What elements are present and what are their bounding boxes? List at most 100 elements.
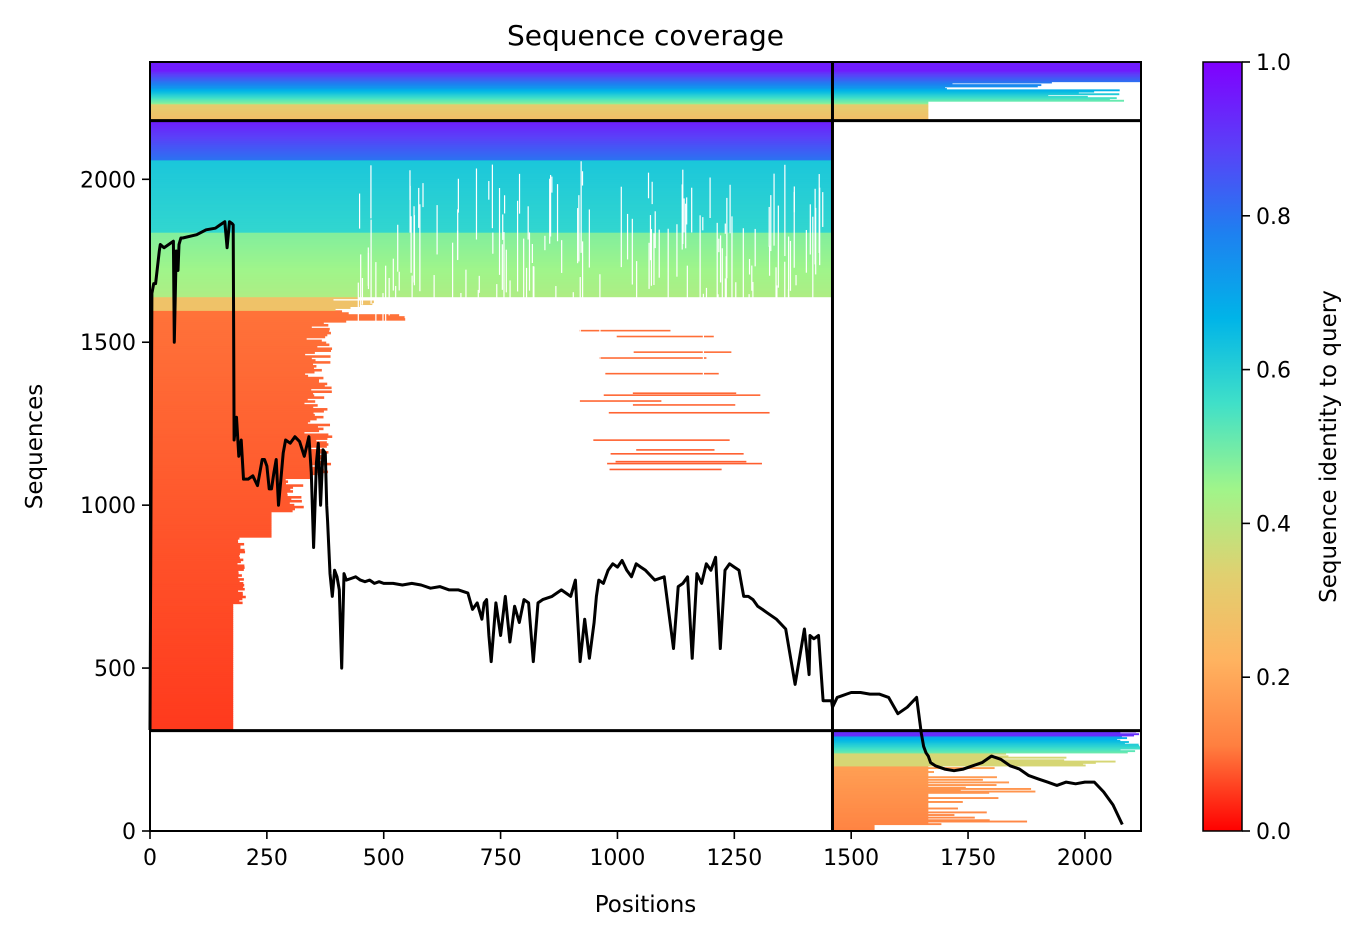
heatmap-row: [150, 280, 833, 284]
heatmap-row: [150, 689, 234, 693]
heatmap-row: [150, 337, 307, 341]
heatmap-row: [832, 738, 1118, 741]
heatmap-row: [832, 733, 1140, 736]
heatmap-row: [150, 253, 833, 257]
heatmap-row: [150, 335, 326, 339]
heatmap-row: [150, 496, 302, 499]
heatmap-row: [150, 68, 1141, 71]
heatmap-segment: [579, 400, 662, 402]
heatmap-row: [150, 146, 833, 149]
heatmap-gap: [549, 174, 552, 237]
heatmap-row: [150, 468, 324, 472]
heatmap-row: [150, 167, 833, 171]
heatmap-gap: [392, 258, 394, 291]
heatmap-gap: [478, 275, 480, 293]
heatmap-row: [150, 361, 331, 364]
heatmap-gap: [702, 293, 704, 380]
heatmap-row: [150, 525, 272, 528]
heatmap-row: [150, 683, 234, 687]
heatmap-row: [150, 90, 1095, 93]
heatmap-row: [150, 363, 314, 366]
heatmap-gap: [577, 208, 579, 264]
heatmap-row: [150, 392, 314, 395]
heatmap-row: [150, 585, 244, 589]
heatmap-row: [150, 155, 833, 159]
heatmap-row: [832, 764, 1086, 767]
heatmap-gap: [357, 282, 359, 376]
heatmap-row: [150, 519, 272, 523]
heatmap-row: [150, 327, 330, 331]
heatmap-row: [150, 724, 234, 728]
heatmap-row: [150, 699, 234, 702]
heatmap-row: [832, 786, 966, 789]
heatmap-row: [150, 701, 234, 704]
heatmap-row: [150, 722, 234, 726]
heatmap-row: [150, 509, 293, 513]
heatmap-row: [150, 406, 314, 409]
heatmap-row: [832, 778, 983, 781]
heatmap-row: [150, 368, 322, 372]
heatmap-gap: [492, 232, 494, 254]
heatmap-row: [150, 271, 833, 274]
heatmap-gap: [795, 275, 797, 286]
heatmap-gap: [523, 238, 525, 320]
heatmap-row: [832, 746, 1141, 749]
heatmap-row: [150, 94, 1049, 97]
heatmap-row: [832, 799, 929, 802]
heatmap-gap: [724, 278, 726, 337]
heatmap-row: [150, 76, 1141, 79]
heatmap-row: [150, 98, 1110, 101]
heatmap-row: [150, 423, 331, 427]
heatmap-row: [832, 772, 929, 775]
heatmap-row: [150, 73, 1141, 76]
heatmap-row: [150, 194, 833, 198]
heatmap-row: [150, 384, 325, 388]
heatmap-row: [150, 86, 946, 89]
heatmap-gap: [721, 248, 723, 340]
colorbar-label: Sequence identity to query: [1316, 290, 1342, 603]
heatmap-row: [832, 815, 929, 818]
heatmap-gap: [647, 172, 650, 199]
heatmap-gap: [650, 229, 652, 286]
heatmap-row: [150, 245, 833, 249]
heatmap-gap: [531, 243, 533, 263]
heatmap-row: [150, 521, 272, 524]
heatmap-row: [150, 75, 1141, 77]
x-axis: 0 250 500 750 1000 1250 1500 1750 2000: [143, 831, 1113, 871]
colorbar-tick-label: 1.0: [1256, 51, 1291, 76]
heatmap-row: [832, 811, 987, 814]
heatmap-row: [150, 67, 1141, 70]
heatmap-row: [150, 564, 245, 568]
heatmap-row: [150, 484, 304, 487]
heatmap-row: [150, 623, 234, 626]
heatmap-row: [150, 103, 929, 106]
heatmap-gap: [620, 186, 622, 268]
heatmap-row: [832, 769, 929, 772]
heatmap-gap: [599, 274, 601, 368]
heatmap-gap: [409, 170, 411, 200]
heatmap-gap: [805, 229, 807, 273]
heatmap-row: [150, 255, 833, 259]
heatmap-row: [150, 218, 833, 221]
heatmap-row: [832, 776, 997, 779]
heatmap-row: [150, 566, 245, 569]
heatmap-gap: [555, 286, 557, 300]
heatmap-gap: [751, 265, 753, 291]
heatmap-row: [150, 269, 833, 272]
heatmap-row: [150, 187, 833, 190]
heatmap-gap: [388, 277, 390, 316]
heatmap-gap: [719, 235, 722, 283]
heatmap-row: [150, 286, 833, 290]
heatmap-gap: [809, 204, 811, 255]
heatmap-row: [150, 505, 304, 509]
heatmap-gap: [361, 278, 364, 305]
heatmap-gap: [527, 206, 529, 240]
heatmap-row: [150, 652, 234, 655]
plot-area-frame: [149, 61, 1142, 832]
heatmap-row: [150, 151, 833, 155]
heatmap-row: [150, 144, 833, 147]
y-axis-label: Sequences: [22, 384, 48, 509]
heatmap-row: [150, 126, 833, 130]
heatmap-row: [150, 222, 833, 225]
heatmap-row: [150, 578, 244, 581]
